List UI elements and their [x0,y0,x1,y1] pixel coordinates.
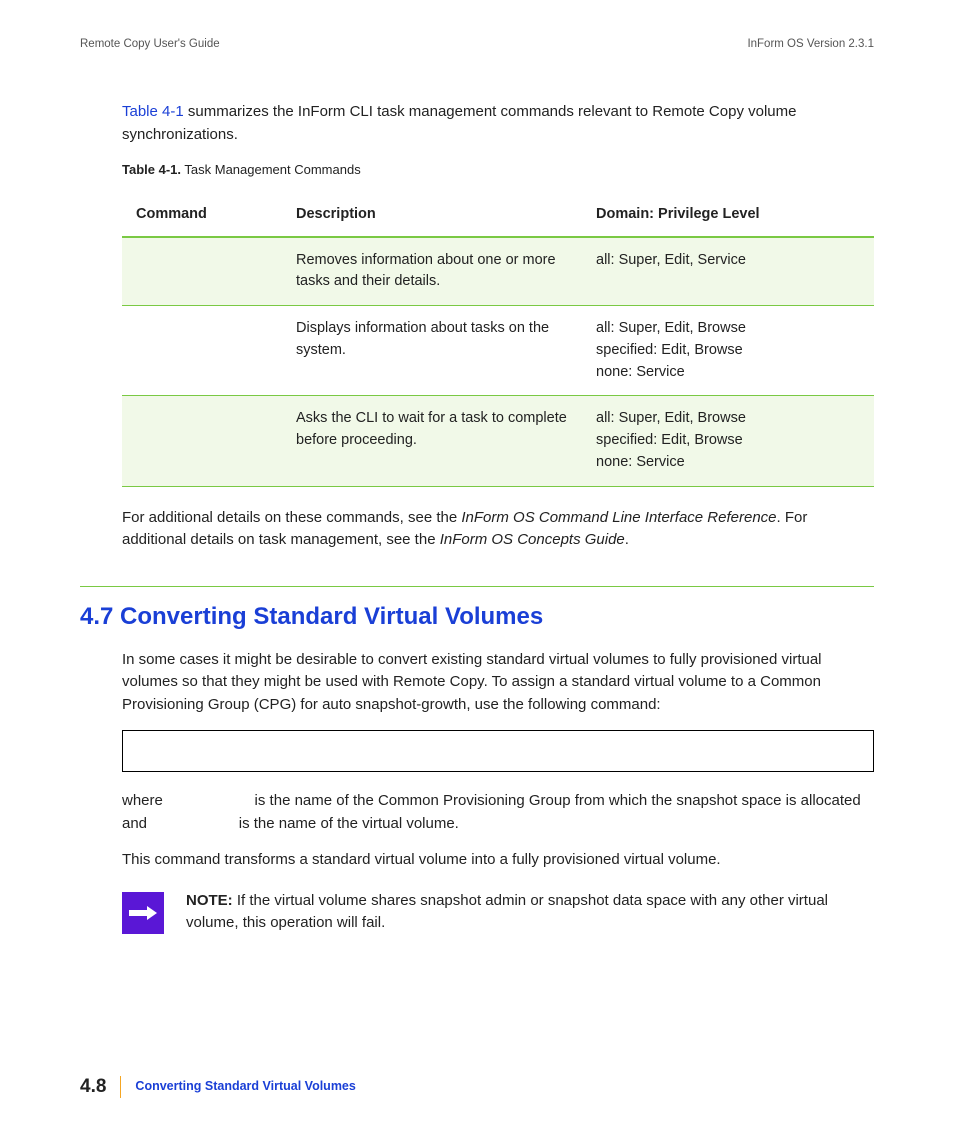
table-caption-label: Table 4-1. [122,162,181,177]
section-heading: 4.7 Converting Standard Virtual Volumes [80,599,874,635]
header-right: InForm OS Version 2.3.1 [747,36,874,53]
page-footer: 4.8 Converting Standard Virtual Volumes [80,1073,356,1102]
cell-command [122,306,282,396]
table-caption-title: Task Management Commands [181,162,361,177]
note-block: NOTE: If the virtual volume shares snaps… [122,890,874,935]
cell-description: Displays information about tasks on the … [282,306,582,396]
cell-description: Asks the CLI to wait for a task to compl… [282,396,582,486]
th-description: Description [282,194,582,237]
section-divider [80,586,874,587]
table-row: Displays information about tasks on the … [122,306,874,396]
cell-command [122,396,282,486]
footer-section-title: Converting Standard Virtual Volumes [135,1077,355,1096]
section-p3: This command transforms a standard virtu… [122,849,874,872]
cell-command [122,237,282,306]
intro-paragraph: Table 4-1 summarizes the InForm CLI task… [122,101,874,146]
after-i2: InForm OS Concepts Guide [440,531,625,548]
footer-page-number: 4.8 [80,1073,106,1102]
note-body: If the virtual volume shares snapshot ad… [186,892,828,932]
section-p2: where is the name of the Common Provisio… [122,790,874,835]
note-label: NOTE: [186,892,233,909]
after-t3: . [625,531,629,548]
p2a: where [122,792,167,809]
table-ref-link[interactable]: Table 4-1 [122,103,184,120]
table-row: Asks the CLI to wait for a task to compl… [122,396,874,486]
p2c: is the name of the virtual volume. [235,815,459,832]
p2b: is the name of the Common Provisioning G… [122,792,861,832]
commands-table: Command Description Domain: Privilege Le… [122,194,874,487]
footer-divider [120,1076,121,1098]
after-t1: For additional details on these commands… [122,509,461,526]
cell-description: Removes information about one or more ta… [282,237,582,306]
command-box [122,730,874,772]
cell-privilege: all: Super, Edit, Service [582,237,874,306]
header-left: Remote Copy User's Guide [80,36,220,53]
th-command: Command [122,194,282,237]
cell-privilege: all: Super, Edit, Browse specified: Edit… [582,306,874,396]
th-privilege: Domain: Privilege Level [582,194,874,237]
note-arrow-icon [122,892,164,934]
table-row: Removes information about one or more ta… [122,237,874,306]
table-caption: Table 4-1. Task Management Commands [122,160,874,180]
page-header: Remote Copy User's Guide InForm OS Versi… [80,36,874,53]
cell-privilege: all: Super, Edit, Browse specified: Edit… [582,396,874,486]
after-i1: InForm OS Command Line Interface Referen… [461,509,776,526]
section-p1: In some cases it might be desirable to c… [122,649,874,717]
note-text: NOTE: If the virtual volume shares snaps… [186,890,874,935]
after-table-paragraph: For additional details on these commands… [122,507,874,552]
intro-text: summarizes the InForm CLI task managemen… [122,103,796,143]
